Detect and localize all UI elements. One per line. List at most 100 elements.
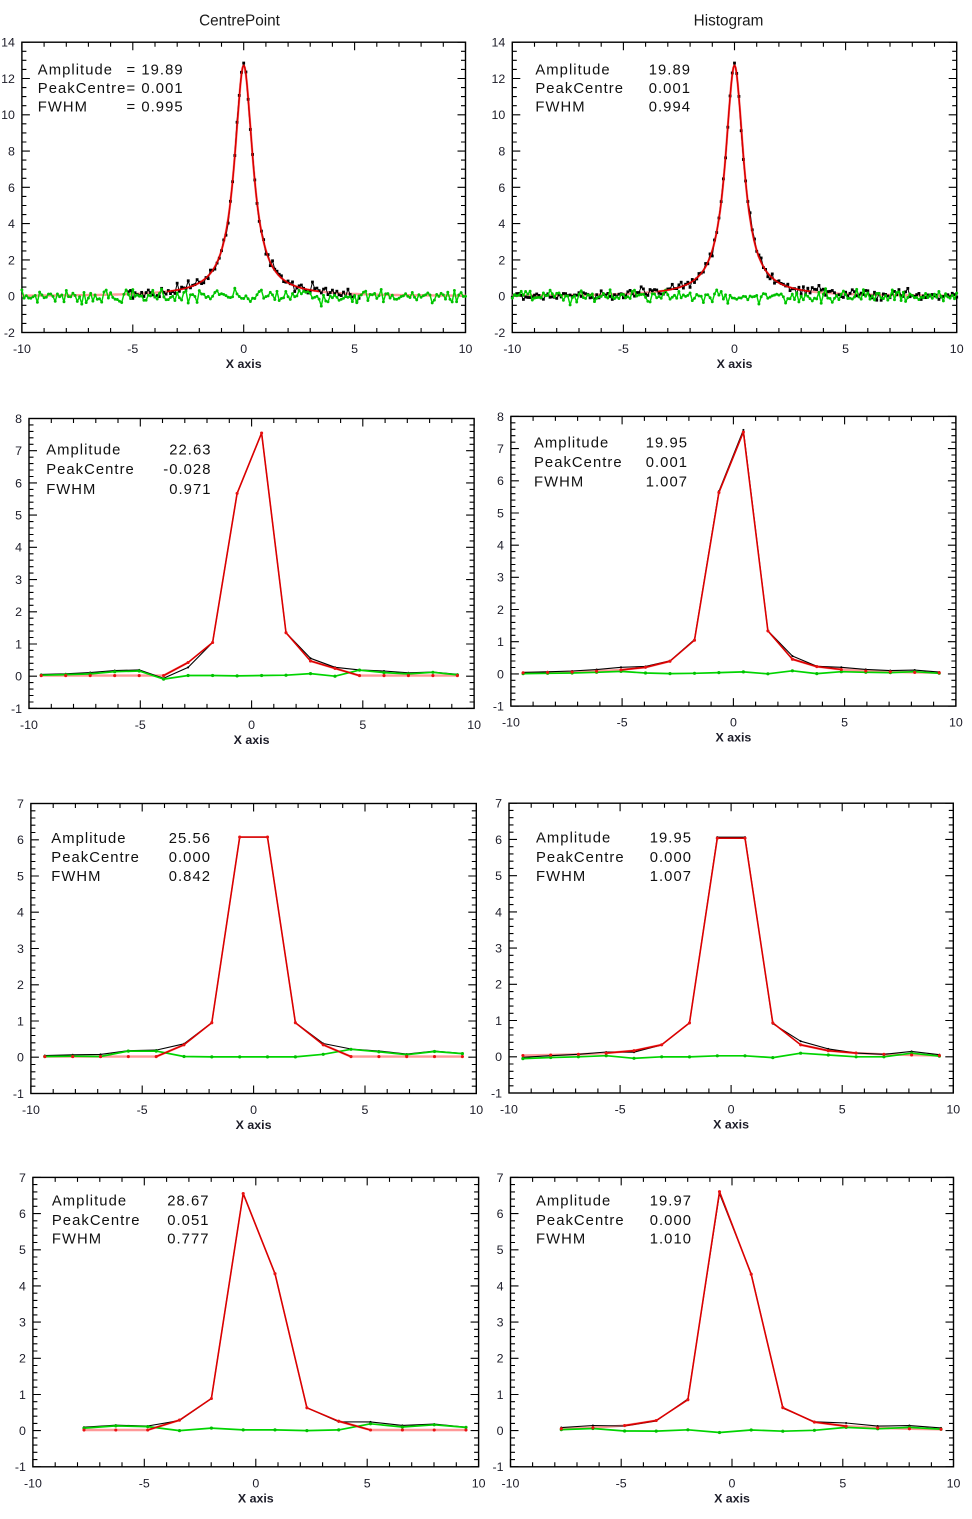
svg-text:2: 2	[497, 603, 504, 617]
svg-text:5: 5	[497, 1243, 504, 1257]
svg-text:-10: -10	[24, 1476, 42, 1490]
svg-text:0.001: 0.001	[649, 81, 691, 97]
svg-text:7: 7	[17, 797, 24, 811]
svg-text:0.051: 0.051	[167, 1213, 209, 1229]
svg-text:-5: -5	[127, 342, 138, 356]
svg-text:8: 8	[8, 145, 15, 159]
svg-text:-2: -2	[494, 326, 505, 340]
svg-text:0: 0	[17, 1051, 24, 1065]
svg-text:PeakCentre: PeakCentre	[534, 455, 623, 471]
svg-text:PeakCentre: PeakCentre	[536, 850, 625, 866]
svg-text:3: 3	[17, 942, 24, 956]
svg-text:PeakCentre: PeakCentre	[535, 81, 624, 97]
svg-text:-1: -1	[492, 1460, 503, 1474]
svg-text:19.89: 19.89	[649, 63, 691, 79]
svg-text:= 0.995: = 0.995	[127, 100, 184, 116]
svg-text:5: 5	[19, 1243, 26, 1257]
svg-text:28.67: 28.67	[167, 1194, 209, 1210]
svg-text:10: 10	[469, 1103, 483, 1117]
svg-text:8: 8	[498, 145, 505, 159]
svg-text:5: 5	[842, 342, 849, 356]
svg-text:X axis: X axis	[226, 357, 262, 371]
svg-text:5: 5	[841, 716, 848, 730]
svg-text:10: 10	[459, 342, 473, 356]
svg-text:2: 2	[495, 978, 502, 992]
svg-text:4: 4	[19, 1279, 26, 1293]
svg-text:10: 10	[492, 108, 506, 122]
svg-text:-10: -10	[22, 1103, 40, 1117]
svg-text:-5: -5	[617, 716, 628, 730]
svg-text:12: 12	[1, 72, 15, 86]
svg-text:0: 0	[731, 342, 738, 356]
svg-text:6: 6	[8, 181, 15, 195]
svg-text:PeakCentre: PeakCentre	[46, 462, 135, 478]
svg-text:0: 0	[498, 290, 505, 304]
svg-text:10: 10	[472, 1476, 486, 1490]
svg-text:X axis: X axis	[715, 731, 751, 745]
svg-text:10: 10	[1, 108, 15, 122]
svg-text:Amplitude: Amplitude	[535, 63, 610, 79]
svg-text:2: 2	[15, 605, 22, 619]
svg-text:0.001: 0.001	[646, 455, 688, 471]
svg-text:PeakCentre: PeakCentre	[52, 1213, 141, 1229]
svg-text:10: 10	[950, 342, 964, 356]
svg-text:10: 10	[946, 1103, 960, 1117]
svg-text:2: 2	[19, 1352, 26, 1366]
svg-text:FWHM: FWHM	[46, 482, 96, 498]
svg-text:4: 4	[15, 541, 22, 555]
svg-text:6: 6	[497, 1207, 504, 1221]
svg-text:FWHM: FWHM	[38, 100, 88, 116]
svg-text:14: 14	[1, 36, 15, 50]
svg-text:19.95: 19.95	[646, 436, 688, 452]
svg-text:0.000: 0.000	[650, 1213, 692, 1229]
svg-text:-5: -5	[137, 1103, 148, 1117]
svg-text:4: 4	[498, 217, 505, 231]
svg-text:-1: -1	[491, 1086, 502, 1100]
svg-text:1: 1	[497, 1388, 504, 1402]
svg-text:25.56: 25.56	[169, 831, 211, 847]
svg-text:X axis: X axis	[717, 357, 753, 371]
svg-text:5: 5	[362, 1103, 369, 1117]
svg-text:-5: -5	[616, 1476, 627, 1490]
svg-text:7: 7	[495, 797, 502, 811]
svg-text:PeakCentre: PeakCentre	[536, 1213, 625, 1229]
svg-text:CentrePoint: CentrePoint	[199, 12, 281, 29]
svg-text:3: 3	[15, 573, 22, 587]
svg-text:X axis: X axis	[713, 1118, 749, 1132]
svg-text:4: 4	[8, 217, 15, 231]
svg-text:Amplitude: Amplitude	[38, 63, 113, 79]
svg-text:1: 1	[17, 1014, 24, 1028]
svg-text:-1: -1	[13, 1087, 24, 1101]
svg-text:0: 0	[248, 718, 255, 732]
svg-text:-1: -1	[493, 700, 504, 714]
svg-text:Amplitude: Amplitude	[52, 1194, 127, 1210]
svg-text:1: 1	[495, 1014, 502, 1028]
svg-text:4: 4	[497, 539, 504, 553]
svg-text:6: 6	[15, 476, 22, 490]
svg-text:19.97: 19.97	[650, 1194, 692, 1210]
svg-text:10: 10	[467, 718, 481, 732]
svg-text:Amplitude: Amplitude	[51, 831, 126, 847]
svg-text:6: 6	[495, 833, 502, 847]
svg-text:1.007: 1.007	[646, 475, 688, 491]
svg-text:7: 7	[497, 442, 504, 456]
svg-text:-5: -5	[615, 1103, 626, 1117]
svg-text:= 19.89: = 19.89	[127, 63, 184, 79]
svg-text:2: 2	[17, 978, 24, 992]
svg-text:3: 3	[19, 1316, 26, 1330]
svg-text:-5: -5	[135, 718, 146, 732]
svg-text:2: 2	[497, 1352, 504, 1366]
svg-text:5: 5	[839, 1103, 846, 1117]
svg-text:-10: -10	[20, 718, 38, 732]
svg-text:0.777: 0.777	[167, 1231, 209, 1247]
svg-text:-1: -1	[15, 1460, 26, 1474]
svg-text:X axis: X axis	[238, 1491, 274, 1505]
svg-text:FWHM: FWHM	[51, 869, 101, 885]
svg-text:14: 14	[492, 36, 506, 50]
svg-text:-2: -2	[4, 326, 15, 340]
svg-text:0.000: 0.000	[169, 850, 211, 866]
svg-text:FWHM: FWHM	[52, 1231, 102, 1247]
svg-text:-0.028: -0.028	[163, 462, 211, 478]
svg-text:X axis: X axis	[714, 1491, 750, 1505]
svg-text:1: 1	[15, 637, 22, 651]
